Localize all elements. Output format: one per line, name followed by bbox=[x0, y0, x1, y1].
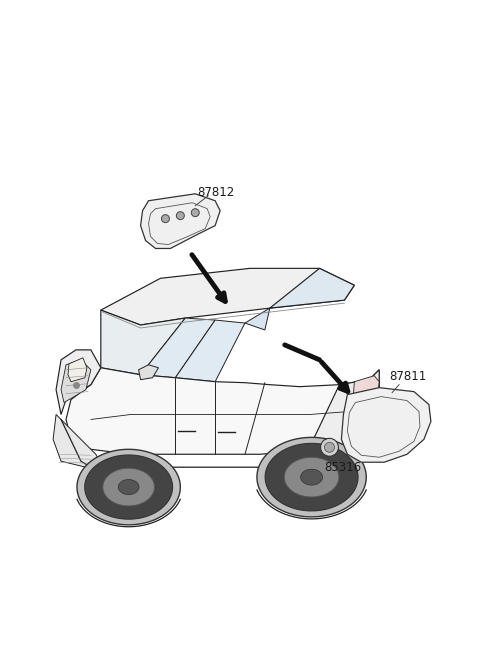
Polygon shape bbox=[101, 268, 354, 325]
Polygon shape bbox=[85, 455, 173, 519]
Polygon shape bbox=[270, 268, 354, 308]
Text: 87811: 87811 bbox=[389, 370, 426, 382]
Polygon shape bbox=[61, 359, 91, 403]
Polygon shape bbox=[245, 308, 270, 330]
Polygon shape bbox=[56, 350, 101, 415]
Polygon shape bbox=[284, 457, 339, 497]
Polygon shape bbox=[141, 194, 220, 249]
Circle shape bbox=[176, 212, 184, 220]
Polygon shape bbox=[141, 318, 215, 378]
Polygon shape bbox=[77, 449, 180, 525]
Polygon shape bbox=[257, 438, 366, 517]
Polygon shape bbox=[53, 415, 101, 467]
Text: 85316: 85316 bbox=[324, 461, 361, 474]
Polygon shape bbox=[101, 310, 185, 375]
Polygon shape bbox=[103, 468, 155, 506]
Circle shape bbox=[321, 438, 338, 457]
Circle shape bbox=[161, 215, 169, 222]
Text: 87812: 87812 bbox=[197, 186, 235, 199]
Polygon shape bbox=[66, 368, 379, 454]
Polygon shape bbox=[265, 443, 358, 511]
Polygon shape bbox=[118, 480, 139, 495]
Polygon shape bbox=[341, 388, 431, 462]
Polygon shape bbox=[310, 370, 379, 451]
Polygon shape bbox=[300, 469, 323, 485]
Polygon shape bbox=[310, 434, 379, 461]
Polygon shape bbox=[175, 320, 245, 382]
Circle shape bbox=[324, 442, 335, 452]
Circle shape bbox=[192, 209, 199, 216]
Polygon shape bbox=[353, 376, 379, 405]
Polygon shape bbox=[139, 365, 158, 380]
Polygon shape bbox=[68, 358, 87, 382]
